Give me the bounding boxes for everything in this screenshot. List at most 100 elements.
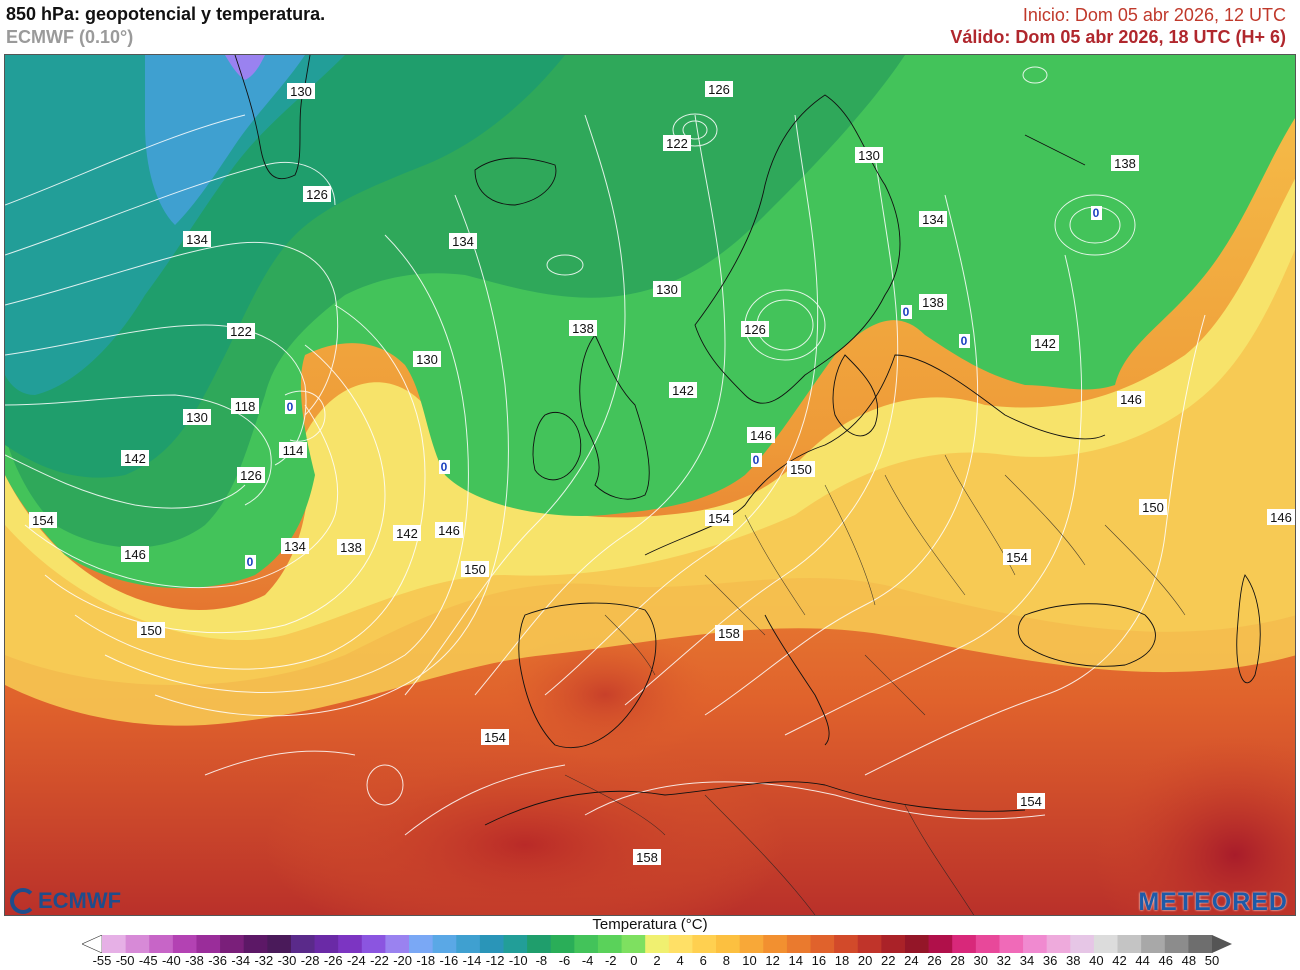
- colorbar-swatch: [196, 935, 221, 953]
- contour-label: 130: [287, 83, 315, 99]
- svg-text:154: 154: [484, 730, 506, 745]
- iberia-heat: [495, 625, 715, 765]
- colorbar-swatch: [1117, 935, 1142, 953]
- svg-text:138: 138: [572, 321, 594, 336]
- contour-label: 138: [919, 294, 947, 310]
- colorbar-tick-label: 42: [1112, 953, 1127, 968]
- east-heat: [1095, 735, 1295, 915]
- colorbar-title: Temperatura (°C): [592, 916, 708, 933]
- contour-label: 126: [705, 81, 733, 97]
- colorbar-swatch: [1093, 935, 1119, 953]
- colorbar-tick-label: 22: [881, 953, 896, 968]
- colorbar-tick-label: 40: [1089, 953, 1104, 968]
- contour-label: 138: [569, 320, 597, 336]
- ecmwf-logo-icon: [10, 888, 36, 914]
- colorbar-swatch: [621, 935, 646, 953]
- svg-text:0: 0: [753, 453, 760, 467]
- svg-text:114: 114: [283, 443, 304, 458]
- colorbar-tick-label: 4: [676, 953, 684, 968]
- colorbar-tick-label: -40: [161, 953, 181, 968]
- svg-text:122: 122: [666, 136, 688, 151]
- contour-label: 126: [237, 467, 265, 483]
- colorbar-tick-label: 12: [765, 953, 780, 968]
- svg-text:150: 150: [790, 462, 812, 477]
- colorbar-swatch: [432, 935, 457, 953]
- contour-label: 150: [137, 622, 165, 638]
- contour-label: 154: [1003, 549, 1031, 565]
- colorbar-tick-label: 2: [653, 953, 661, 968]
- svg-text:0: 0: [441, 460, 448, 474]
- svg-text:126: 126: [240, 468, 262, 483]
- svg-text:150: 150: [140, 623, 162, 638]
- colorbar-cells: [82, 935, 1232, 953]
- colorbar-tick-label: -4: [581, 953, 594, 968]
- map-title: 850 hPa: geopotencial y temperatura.: [6, 4, 326, 24]
- colorbar-tick-label: 28: [950, 953, 965, 968]
- svg-text:138: 138: [340, 540, 362, 555]
- meteored-logo[interactable]: METEORED: [1138, 888, 1288, 916]
- contour-label: 130: [413, 351, 441, 367]
- svg-text:146: 146: [750, 428, 772, 443]
- contour-label: 134: [919, 211, 947, 227]
- svg-text:134: 134: [284, 539, 306, 554]
- svg-text:138: 138: [1114, 156, 1136, 171]
- init-time: Inicio: Dom 05 abr 2026, 12 UTC: [1022, 5, 1286, 25]
- svg-text:118: 118: [235, 399, 256, 414]
- colorbar-tick-label: -50: [115, 953, 135, 968]
- colorbar-swatch: [692, 935, 717, 953]
- colorbar-swatch: [716, 935, 741, 953]
- colorbar-tick-label: 26: [927, 953, 942, 968]
- colorbar-tick-label: -30: [277, 953, 297, 968]
- colorbar-tick-label: 32: [996, 953, 1012, 968]
- colorbar-ticks: -55 -50 -45 -40 -38 -36 -34 -32 -30 -28 -26 -24 -22-…: [0, 953, 1300, 970]
- colorbar-tick-label: -24: [346, 953, 366, 968]
- colorbar-tick-label: -8: [535, 953, 548, 968]
- colorbar-tick-label: -36: [208, 953, 228, 968]
- ecmwf-logo: ECMWF: [10, 888, 121, 914]
- colorbar-tick-label: -6: [558, 953, 571, 968]
- colorbar-arrow-low: [82, 935, 103, 953]
- weather-map[interactable]: 130 126 122 130 126 134 134 138 130 134 …: [4, 54, 1296, 916]
- colorbar-tick-label: -32: [254, 953, 274, 968]
- warm-band: [5, 249, 1295, 726]
- colorbar-tick-label: -26: [323, 953, 343, 968]
- svg-text:122: 122: [230, 324, 252, 339]
- svg-text:0: 0: [961, 334, 968, 348]
- colorbar-swatch: [1164, 935, 1189, 953]
- colorbar-swatch: [125, 935, 150, 953]
- colorbar-swatch: [1188, 935, 1213, 953]
- contour-label: 150: [787, 461, 815, 477]
- colorbar-swatch: [597, 935, 623, 953]
- contour-label: 142: [121, 450, 149, 466]
- colorbar-swatch: [1070, 935, 1095, 953]
- colorbar-swatch: [574, 935, 599, 953]
- freezing-label: 0: [439, 460, 450, 474]
- svg-text:154: 154: [1020, 794, 1042, 809]
- svg-text:134: 134: [186, 232, 208, 247]
- svg-text:142: 142: [672, 383, 694, 398]
- svg-text:138: 138: [922, 295, 944, 310]
- geopotential-contours: [5, 66, 1206, 836]
- svg-text:146: 146: [1120, 392, 1142, 407]
- colorbar-arrow-high: [1212, 935, 1232, 953]
- svg-text:130: 130: [290, 84, 312, 99]
- colorbar-tick-label: 48: [1181, 953, 1197, 968]
- colorbar-swatch: [149, 935, 174, 953]
- colorbar-swatch: [668, 935, 693, 953]
- colorbar-tick-label: -28: [300, 953, 320, 968]
- freezing-label: 0: [245, 555, 256, 569]
- colorbar-swatch: [267, 935, 292, 953]
- contour-label: 146: [121, 546, 149, 562]
- colorbar-tick-label: 6: [699, 953, 707, 968]
- svg-text:130: 130: [656, 282, 678, 297]
- freezing-label: 0: [1091, 206, 1102, 220]
- colorbar-tick-label: -10: [508, 953, 528, 968]
- colorbar-tick-label: -55: [92, 953, 112, 968]
- valid-time: Válido: Dom 05 abr 2026, 18 UTC (H+ 6): [950, 27, 1286, 47]
- colorbar-swatch: [243, 935, 268, 953]
- colorbar-swatch: [928, 935, 953, 953]
- svg-text:130: 130: [858, 148, 880, 163]
- contour-label: 154: [1017, 793, 1045, 809]
- colorbar-swatch: [786, 935, 812, 953]
- svg-text:130: 130: [416, 352, 438, 367]
